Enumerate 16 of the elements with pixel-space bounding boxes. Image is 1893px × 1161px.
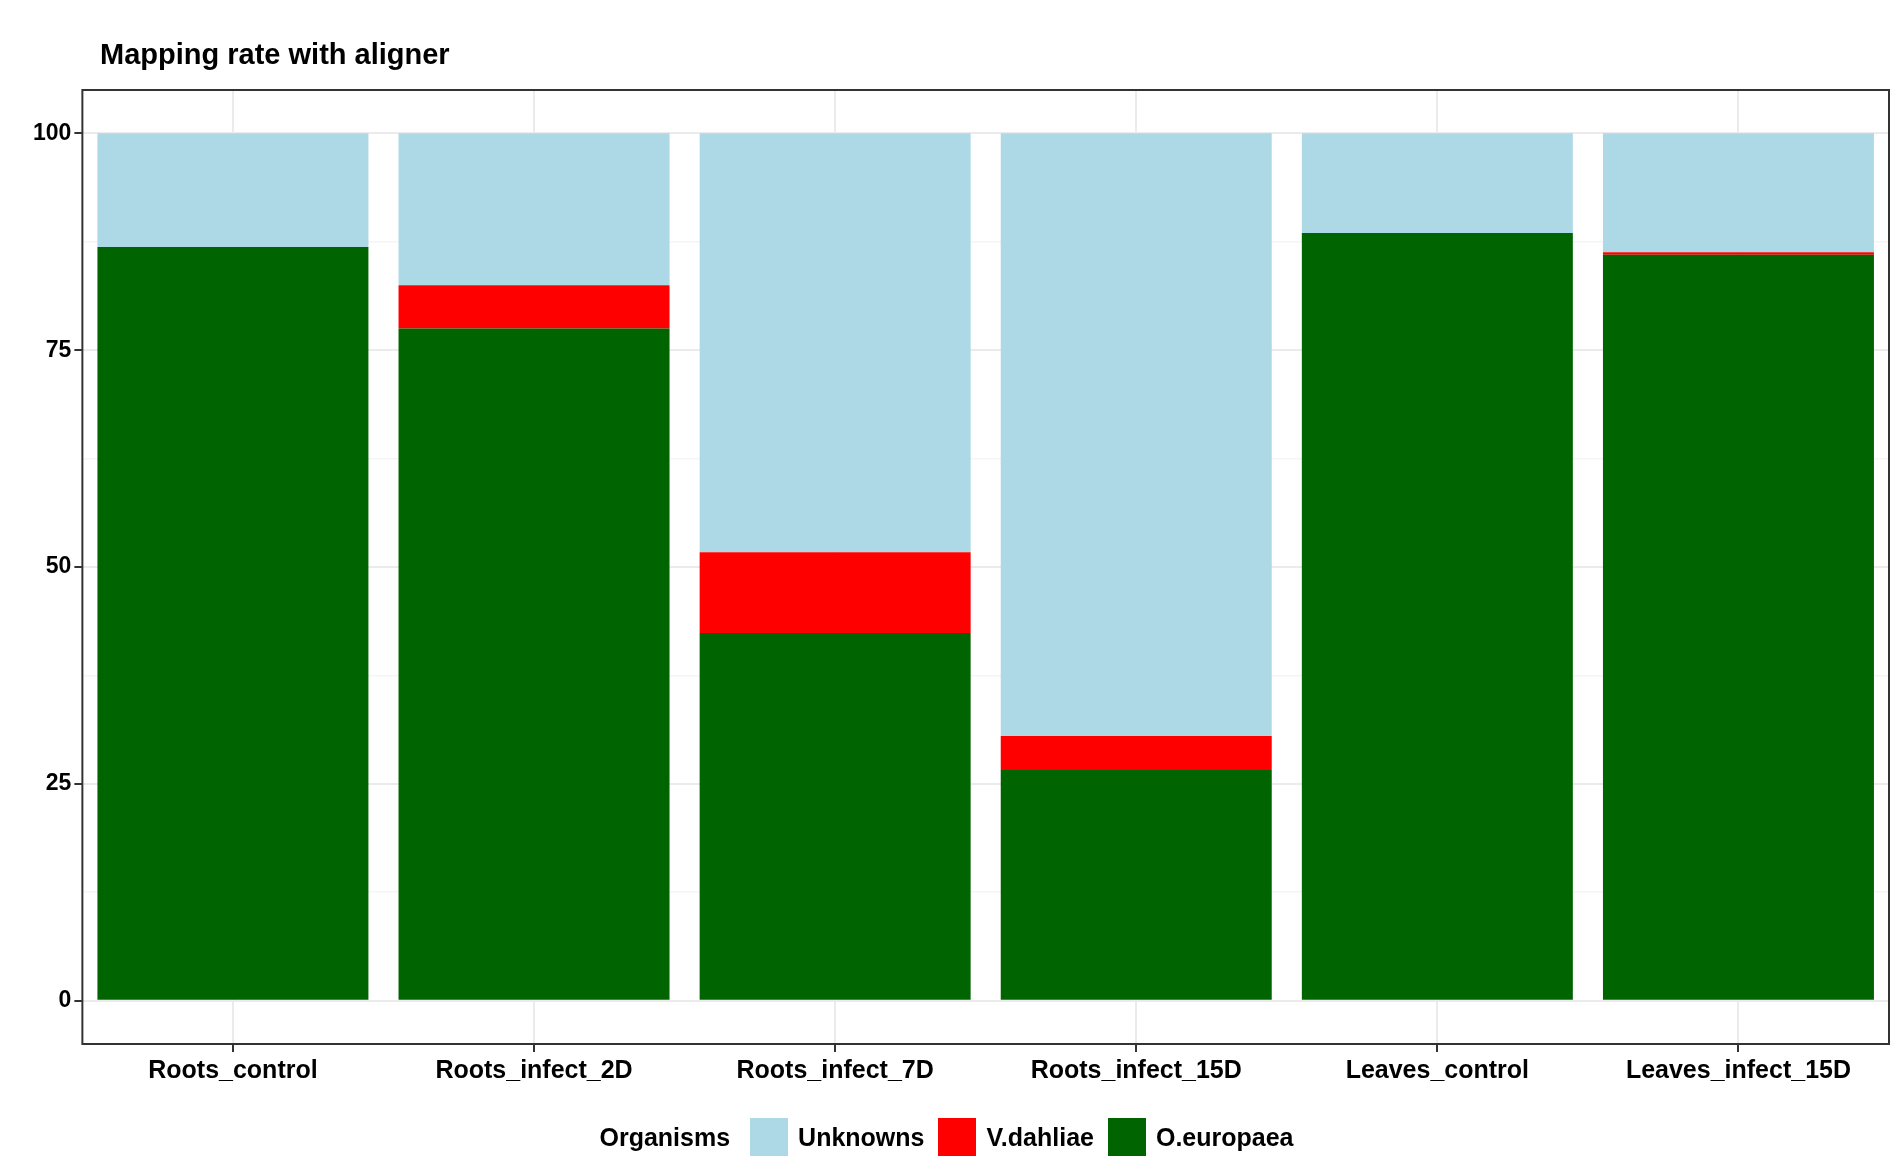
legend-label: V.dahliae: [986, 1122, 1094, 1152]
x-tick-label: Roots_infect_7D: [736, 1054, 934, 1083]
y-tick-label: 100: [33, 118, 72, 145]
x-tick-label: Roots_control: [148, 1054, 318, 1083]
x-tick-label: Roots_infect_2D: [435, 1054, 633, 1083]
x-tick-label: Leaves_control: [1345, 1054, 1530, 1083]
chart-title: Mapping rate with aligner: [100, 38, 450, 71]
y-tick-label: 25: [45, 769, 72, 796]
y-tick-label: 50: [45, 552, 72, 579]
x-tick-label: Leaves_infect_15D: [1625, 1054, 1852, 1083]
legend-label: Unknowns: [798, 1122, 925, 1152]
legend-label: O.europaea: [1155, 1122, 1294, 1152]
x-tick-label: Roots_infect_15D: [1030, 1054, 1242, 1083]
y-tick-label: 0: [58, 985, 72, 1012]
y-tick-label: 75: [45, 335, 72, 362]
legend-title: Organisms: [599, 1122, 731, 1152]
